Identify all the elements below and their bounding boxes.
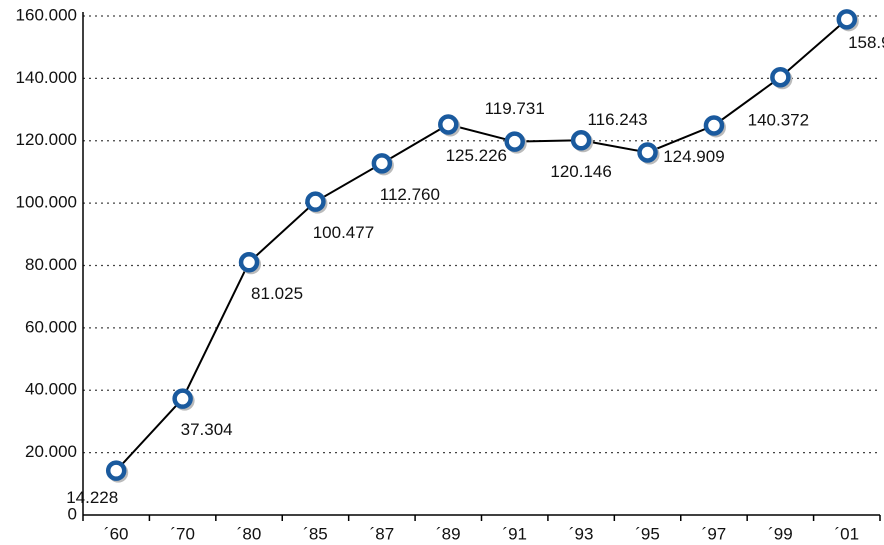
line [115,18,848,472]
data-label: 112.760 [380,185,440,204]
y-tick-label: 40.000 [25,380,77,399]
marker [105,460,127,481]
marker [637,142,658,163]
y-tick-label: 60.000 [25,317,77,336]
x-tick-label: ´60 [104,524,129,543]
y-tick-label: 120.000 [16,130,77,149]
marker [504,131,525,152]
data-label: 116.243 [587,110,647,129]
x-tick-label: ´97 [702,524,727,543]
y-tick-label: 160.000 [16,5,77,24]
marker [836,9,858,30]
marker [770,66,791,88]
y-tick-label: 20.000 [25,442,77,461]
marker [305,191,326,212]
x-tick-label: ´80 [237,524,262,543]
data-label: 81.025 [251,284,303,303]
x-tick-label: ´95 [635,524,660,543]
data-label: 124.909 [663,147,724,166]
x-tick-label: ´89 [436,524,461,543]
marker [438,114,459,135]
x-tick-label: ´91 [502,524,527,543]
x-tick-label: ´87 [370,524,395,543]
x-tick-label: ´70 [170,524,195,543]
data-label: 158.936 [848,33,884,52]
x-tick-label: ´93 [569,524,594,543]
x-tick-label: ´99 [768,524,793,543]
data-label: 37.304 [181,420,233,439]
y-tick-label: 0 [68,504,77,523]
y-tick-label: 140.000 [16,68,77,87]
x-tick-label: ´85 [303,524,328,543]
data-label: 140.372 [748,111,809,130]
marker [238,252,260,273]
marker [703,115,725,136]
data-label: 14.228 [66,488,118,507]
data-label: 125.226 [446,146,507,165]
x-tick-label: ´01 [835,524,860,543]
marker [570,130,592,151]
marker [172,388,193,409]
data-label: 100.477 [313,223,374,242]
y-tick-label: 80.000 [25,255,77,274]
y-tick-label: 100.000 [16,193,77,212]
data-label: 119.731 [485,99,545,118]
data-label: 120.146 [550,162,611,181]
marker [371,153,393,174]
